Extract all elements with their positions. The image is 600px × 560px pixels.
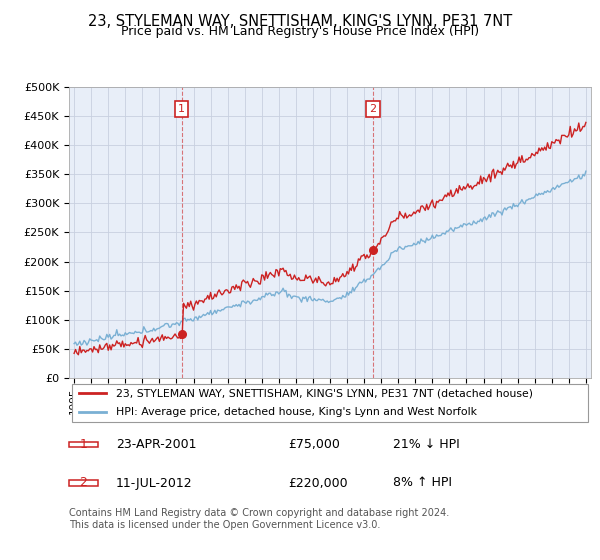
FancyBboxPatch shape (71, 384, 589, 422)
Text: Price paid vs. HM Land Registry's House Price Index (HPI): Price paid vs. HM Land Registry's House … (121, 25, 479, 38)
Text: 23, STYLEMAN WAY, SNETTISHAM, KING'S LYNN, PE31 7NT: 23, STYLEMAN WAY, SNETTISHAM, KING'S LYN… (88, 14, 512, 29)
Text: 2: 2 (370, 104, 377, 114)
Text: 23, STYLEMAN WAY, SNETTISHAM, KING'S LYNN, PE31 7NT (detached house): 23, STYLEMAN WAY, SNETTISHAM, KING'S LYN… (116, 389, 533, 398)
Text: 2: 2 (79, 477, 87, 489)
Text: 1: 1 (178, 104, 185, 114)
Text: 21% ↓ HPI: 21% ↓ HPI (392, 438, 460, 451)
Text: £220,000: £220,000 (288, 477, 348, 489)
Text: £75,000: £75,000 (288, 438, 340, 451)
Text: HPI: Average price, detached house, King's Lynn and West Norfolk: HPI: Average price, detached house, King… (116, 407, 477, 417)
FancyBboxPatch shape (69, 480, 98, 486)
Text: 1: 1 (79, 438, 87, 451)
Text: 23-APR-2001: 23-APR-2001 (116, 438, 196, 451)
FancyBboxPatch shape (69, 441, 98, 447)
Text: 8% ↑ HPI: 8% ↑ HPI (392, 477, 452, 489)
Text: Contains HM Land Registry data © Crown copyright and database right 2024.
This d: Contains HM Land Registry data © Crown c… (69, 508, 449, 530)
Text: 11-JUL-2012: 11-JUL-2012 (116, 477, 193, 489)
